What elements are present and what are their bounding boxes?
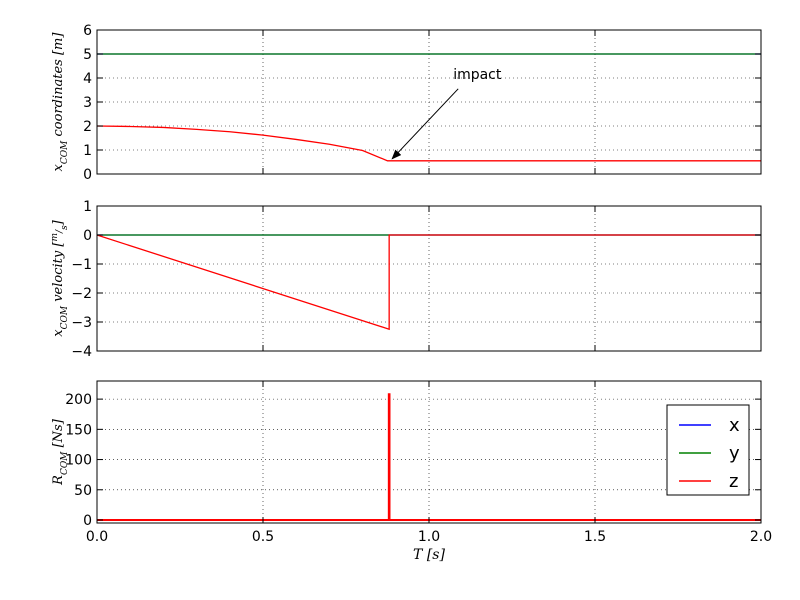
y-tick-label: 0	[83, 513, 92, 529]
y-tick-label: −3	[71, 315, 92, 331]
y-tick-label: 3	[83, 95, 92, 111]
y-axis-label: xCOM velocity [m/s]	[50, 219, 70, 336]
annotation-arrow	[391, 88, 459, 160]
y-tick-label: 50	[74, 483, 92, 499]
y-tick-label: 6	[83, 23, 92, 39]
y-tick-label: −1	[71, 257, 92, 273]
panel-1: 0 1 2 3 4 5 6 xCOM coordinates [m] impact	[51, 23, 762, 183]
legend-label-z: z	[729, 471, 738, 492]
x-tick-label: 0.0	[86, 529, 108, 545]
series-line-z	[96, 125, 761, 162]
y-tick-label: 0	[83, 228, 92, 244]
x-axis-label: T [s]	[413, 547, 445, 563]
y-tick-label: 2	[83, 119, 92, 135]
panel-3: 0 50 100 150 200 0.0 0.5 1.0 1.5 2.0 T [s] RCOM [Ns…	[51, 380, 772, 563]
y-tick-label: 4	[83, 71, 92, 87]
panel-2: −4 −3 −2 −1 0 1 xCOM velocity [m/s]	[50, 199, 762, 360]
y-tick-label: 100	[65, 453, 92, 469]
y-tick-label: 5	[83, 47, 92, 63]
legend-label-x: x	[729, 415, 740, 436]
y-tick-label: −2	[71, 286, 92, 302]
y-axis-label: xCOM coordinates [m]	[51, 32, 70, 172]
legend: xyz	[666, 404, 750, 496]
x-tick-label: 1.0	[418, 529, 440, 545]
y-tick-label: 0	[83, 167, 92, 183]
x-tick-label: 0.5	[252, 529, 274, 545]
legend-box	[666, 404, 750, 496]
series-line-z	[96, 234, 761, 331]
y-tick-label: 1	[83, 199, 92, 215]
y-tick-label: 1	[83, 143, 92, 159]
y-tick-label: 150	[65, 422, 92, 438]
series-line-z	[97, 393, 761, 521]
annotation-label: impact	[453, 67, 502, 83]
y-axis-label: RCOM [Ns]	[51, 418, 70, 486]
y-tick-label: −4	[71, 344, 92, 360]
x-tick-label: 2.0	[750, 529, 772, 545]
x-tick-label: 1.5	[584, 529, 606, 545]
y-tick-label: 200	[65, 392, 92, 408]
legend-label-y: y	[729, 443, 740, 464]
